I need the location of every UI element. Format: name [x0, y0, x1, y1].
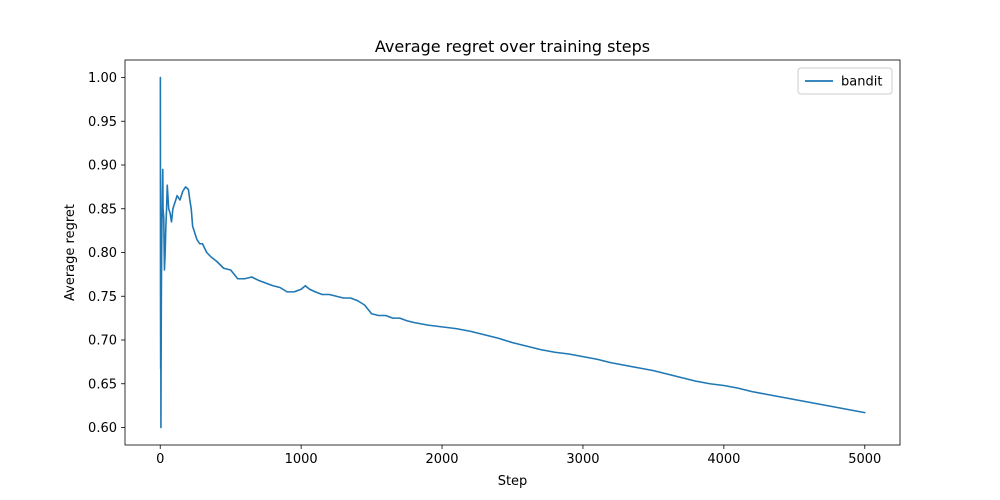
legend: bandit — [797, 67, 893, 95]
y-tick-label: 0.60 — [88, 421, 117, 436]
x-axis: 0 1000 2000 3000 4000 5000 — [156, 445, 881, 467]
x-tick-label: 1000 — [285, 452, 318, 467]
x-tick-label: 0 — [156, 452, 164, 467]
y-axis-label: Average regret — [63, 204, 78, 301]
y-tick-label: 1.00 — [88, 71, 117, 86]
x-tick-label: 3000 — [566, 452, 599, 467]
legend-label: bandit — [841, 75, 882, 90]
y-tick-label: 0.65 — [88, 377, 117, 392]
x-tick-label: 2000 — [425, 452, 458, 467]
y-tick-label: 0.85 — [88, 202, 117, 217]
chart-title: Average regret over training steps — [375, 37, 650, 56]
series-line-bandit — [159, 76, 866, 429]
y-axis: 0.60 0.65 0.70 0.75 0.80 0.85 0.90 0.95 1.00 — [88, 71, 125, 436]
x-tick-label: 4000 — [707, 452, 740, 467]
y-tick-label: 0.70 — [88, 334, 117, 349]
x-axis-label: Step — [498, 474, 528, 489]
y-tick-label: 0.75 — [88, 290, 117, 305]
x-tick-label: 5000 — [848, 452, 881, 467]
legend-box — [797, 67, 893, 95]
y-tick-label: 0.90 — [88, 159, 117, 174]
y-tick-label: 0.80 — [88, 246, 117, 261]
y-tick-label: 0.95 — [88, 115, 117, 130]
